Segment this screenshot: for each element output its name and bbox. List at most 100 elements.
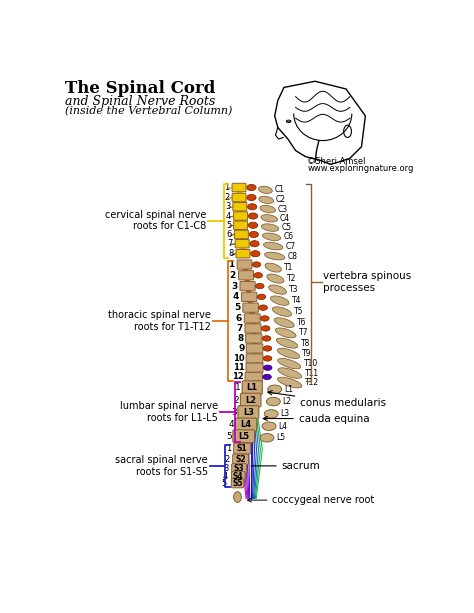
Text: L2: L2 <box>245 395 256 405</box>
Text: 2: 2 <box>225 193 230 202</box>
Ellipse shape <box>264 356 272 361</box>
Text: 5: 5 <box>226 432 232 441</box>
FancyBboxPatch shape <box>237 260 252 269</box>
FancyBboxPatch shape <box>240 281 255 291</box>
Ellipse shape <box>286 120 291 123</box>
Polygon shape <box>275 82 365 164</box>
Ellipse shape <box>263 346 272 351</box>
FancyBboxPatch shape <box>246 354 263 363</box>
Text: S1: S1 <box>237 444 247 453</box>
Text: 8: 8 <box>237 334 244 343</box>
Text: 5: 5 <box>226 221 231 230</box>
Text: conus medularis: conus medularis <box>268 390 386 408</box>
Ellipse shape <box>264 365 272 370</box>
Text: and Spinal Nerve Roots: and Spinal Nerve Roots <box>65 95 216 108</box>
Text: L5: L5 <box>276 433 285 442</box>
Text: T7: T7 <box>299 329 308 337</box>
Text: T9: T9 <box>302 349 312 358</box>
Ellipse shape <box>264 409 278 418</box>
Text: L3: L3 <box>281 409 290 419</box>
Ellipse shape <box>267 274 284 283</box>
Text: cervical spinal nerve
roots for C1-C8: cervical spinal nerve roots for C1-C8 <box>105 210 207 232</box>
Text: T1: T1 <box>284 263 293 272</box>
Ellipse shape <box>264 242 283 250</box>
Text: T12: T12 <box>305 378 319 387</box>
Ellipse shape <box>250 241 259 247</box>
Text: 4: 4 <box>229 420 235 429</box>
FancyBboxPatch shape <box>243 303 258 312</box>
Ellipse shape <box>261 316 269 321</box>
FancyBboxPatch shape <box>245 324 261 333</box>
Text: T6: T6 <box>297 318 307 327</box>
Text: T4: T4 <box>292 296 301 305</box>
Text: T10: T10 <box>303 359 318 368</box>
Text: coccygeal nerve root: coccygeal nerve root <box>247 495 374 505</box>
FancyBboxPatch shape <box>234 221 247 229</box>
Ellipse shape <box>269 285 286 294</box>
Ellipse shape <box>247 185 256 191</box>
Text: L1: L1 <box>246 383 258 392</box>
FancyBboxPatch shape <box>244 314 260 323</box>
Ellipse shape <box>261 224 279 231</box>
Text: C4: C4 <box>280 214 290 223</box>
Text: 1: 1 <box>228 260 235 269</box>
Text: T5: T5 <box>294 307 304 316</box>
Ellipse shape <box>251 251 260 257</box>
Text: (inside the Vertebral Column): (inside the Vertebral Column) <box>65 106 233 116</box>
Text: 8: 8 <box>228 249 234 258</box>
Text: 3: 3 <box>225 202 230 211</box>
Text: 6: 6 <box>236 314 242 323</box>
FancyBboxPatch shape <box>234 443 251 454</box>
Text: ©Sheri Amsel: ©Sheri Amsel <box>307 157 366 166</box>
Text: L4: L4 <box>278 422 288 431</box>
Ellipse shape <box>263 233 281 240</box>
Text: 6: 6 <box>227 230 232 239</box>
Ellipse shape <box>271 296 289 305</box>
FancyBboxPatch shape <box>232 193 246 202</box>
Ellipse shape <box>234 492 241 503</box>
Ellipse shape <box>277 348 300 359</box>
Ellipse shape <box>344 125 351 137</box>
Text: 1: 1 <box>235 383 241 392</box>
Text: 2: 2 <box>230 271 236 280</box>
Ellipse shape <box>278 368 301 378</box>
FancyBboxPatch shape <box>245 372 263 381</box>
Text: 10: 10 <box>233 354 245 363</box>
Text: 4: 4 <box>222 472 228 481</box>
Text: L4: L4 <box>240 420 252 429</box>
FancyBboxPatch shape <box>238 271 254 280</box>
FancyBboxPatch shape <box>246 363 263 372</box>
Text: www.exploringnature.org: www.exploringnature.org <box>307 164 414 173</box>
Ellipse shape <box>259 305 267 310</box>
Ellipse shape <box>265 263 282 272</box>
Text: 5: 5 <box>221 479 227 488</box>
Text: T8: T8 <box>301 338 310 348</box>
Ellipse shape <box>264 252 285 260</box>
FancyBboxPatch shape <box>231 479 244 488</box>
FancyBboxPatch shape <box>240 393 261 407</box>
Ellipse shape <box>275 328 296 338</box>
Ellipse shape <box>259 196 273 204</box>
Text: 9: 9 <box>238 344 245 353</box>
FancyBboxPatch shape <box>234 211 247 220</box>
Text: L1: L1 <box>284 385 293 394</box>
FancyBboxPatch shape <box>238 406 259 419</box>
FancyBboxPatch shape <box>246 344 263 353</box>
Ellipse shape <box>276 338 298 348</box>
Text: 11: 11 <box>233 363 245 372</box>
Ellipse shape <box>278 359 301 369</box>
Text: sacral spinal nerve
roots for S1-S5: sacral spinal nerve roots for S1-S5 <box>116 455 208 477</box>
Text: C5: C5 <box>281 223 292 232</box>
Text: C7: C7 <box>285 242 295 251</box>
Text: L2: L2 <box>283 397 292 406</box>
Ellipse shape <box>252 262 261 267</box>
Ellipse shape <box>260 433 274 442</box>
FancyBboxPatch shape <box>241 292 257 302</box>
FancyBboxPatch shape <box>242 381 262 395</box>
FancyBboxPatch shape <box>246 334 262 343</box>
Ellipse shape <box>274 318 294 327</box>
Text: S5: S5 <box>232 479 243 488</box>
Text: The Spinal Cord: The Spinal Cord <box>65 80 216 97</box>
Ellipse shape <box>266 397 280 406</box>
Text: 4: 4 <box>233 292 239 302</box>
